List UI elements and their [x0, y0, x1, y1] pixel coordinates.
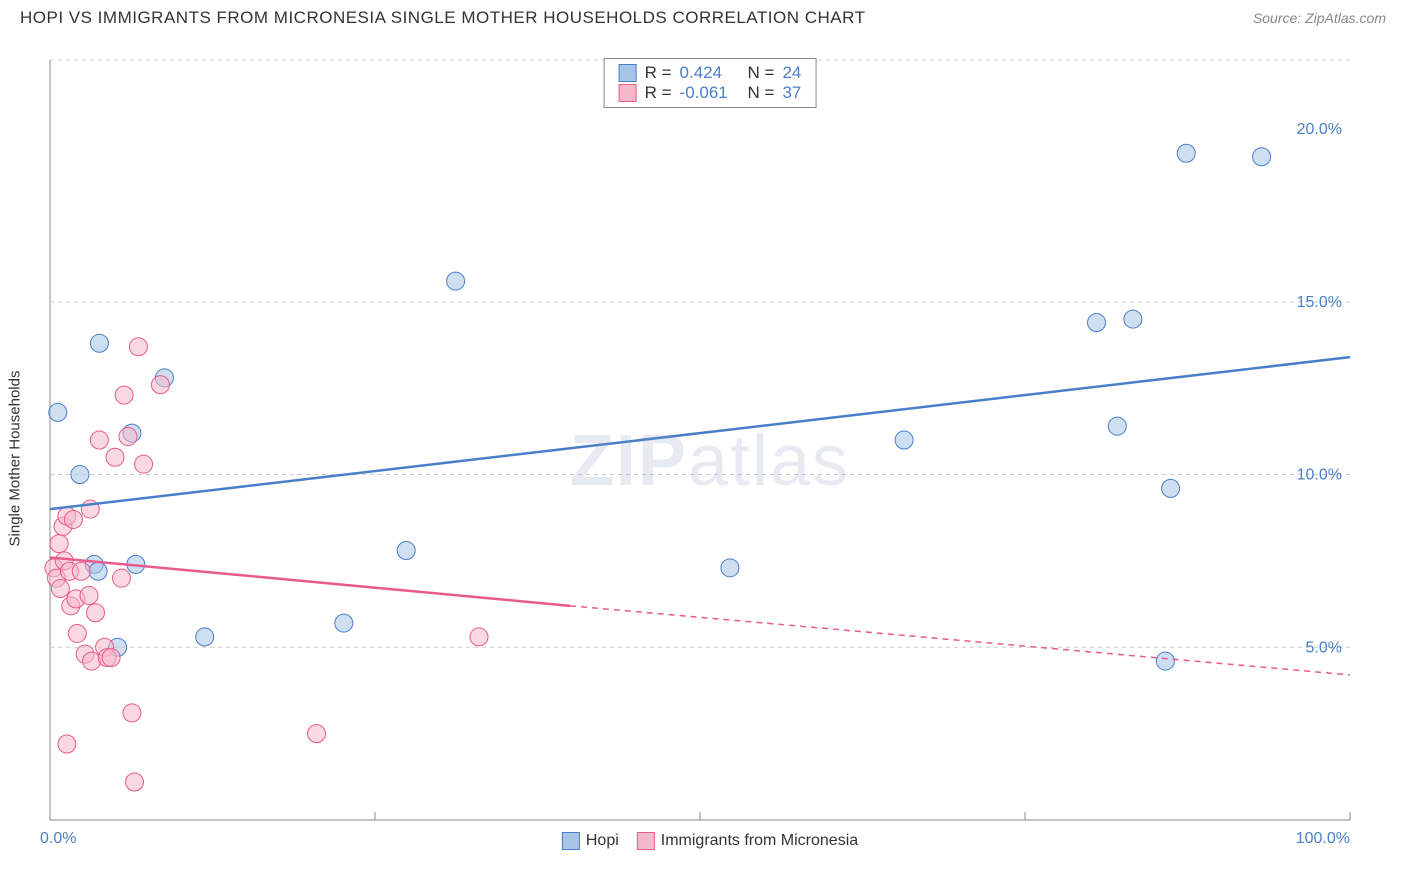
y-tick-label: 15.0% — [1297, 294, 1342, 311]
scatter-point — [113, 569, 131, 587]
scatter-point — [119, 428, 137, 446]
scatter-point — [51, 580, 69, 598]
scatter-point — [1162, 479, 1180, 497]
scatter-point — [106, 448, 124, 466]
scatter-point — [64, 510, 82, 528]
scatter-point — [80, 586, 98, 604]
legend-swatch — [562, 832, 580, 850]
x-axis-max-label: 100.0% — [1296, 830, 1350, 848]
scatter-point — [102, 649, 120, 667]
scatter-point — [126, 773, 144, 791]
scatter-point — [129, 338, 147, 356]
legend-correlation-row: R = -0.061 N = 37 — [619, 83, 802, 103]
scatter-point — [1156, 652, 1174, 670]
scatter-point — [50, 535, 68, 553]
scatter-point — [447, 272, 465, 290]
legend-series-label: Hopi — [586, 832, 619, 850]
legend-n-value: 37 — [782, 83, 801, 103]
legend-series-item: Immigrants from Micronesia — [637, 832, 858, 850]
scatter-chart: 5.0% 10.0% 15.0% 20.0% — [40, 50, 1380, 850]
y-tick-label: 5.0% — [1306, 639, 1342, 656]
scatter-point — [135, 455, 153, 473]
scatter-point — [123, 704, 141, 722]
scatter-point — [71, 466, 89, 484]
scatter-point — [1108, 417, 1126, 435]
trendline-micronesia-dashed — [570, 606, 1350, 675]
legend-r-value: -0.061 — [680, 83, 740, 103]
y-tick-label: 20.0% — [1297, 121, 1342, 138]
scatter-point — [83, 652, 101, 670]
scatter-point — [397, 542, 415, 560]
scatter-point — [1253, 148, 1271, 166]
scatter-point — [335, 614, 353, 632]
scatter-point — [1124, 310, 1142, 328]
legend-correlation-row: R = 0.424 N = 24 — [619, 63, 802, 83]
scatter-point — [87, 604, 105, 622]
legend-swatch — [619, 84, 637, 102]
chart-container: Single Mother Households 5.0%10.0%15.0%2… — [40, 50, 1380, 850]
legend-r-label: R = — [645, 83, 672, 103]
scatter-point — [470, 628, 488, 646]
chart-title: HOPI VS IMMIGRANTS FROM MICRONESIA SINGL… — [20, 8, 865, 28]
scatter-point — [196, 628, 214, 646]
legend-n-value: 24 — [782, 63, 801, 83]
scatter-point — [89, 562, 107, 580]
chart-source: Source: ZipAtlas.com — [1253, 10, 1386, 26]
scatter-point — [90, 431, 108, 449]
legend-series-label: Immigrants from Micronesia — [661, 832, 858, 850]
legend-n-label: N = — [748, 83, 775, 103]
y-tick-label: 10.0% — [1297, 467, 1342, 484]
scatter-point — [895, 431, 913, 449]
legend-series-item: Hopi — [562, 832, 619, 850]
trendline-hopi — [50, 357, 1350, 509]
scatter-point — [58, 735, 76, 753]
scatter-point — [1088, 314, 1106, 332]
legend-n-label: N = — [748, 63, 775, 83]
scatter-point — [721, 559, 739, 577]
legend-r-label: R = — [645, 63, 672, 83]
x-axis-min-label: 0.0% — [40, 830, 76, 848]
legend-swatch — [637, 832, 655, 850]
scatter-point — [68, 624, 86, 642]
chart-header: HOPI VS IMMIGRANTS FROM MICRONESIA SINGL… — [0, 0, 1406, 32]
scatter-point — [90, 334, 108, 352]
legend-r-value: 0.424 — [680, 63, 740, 83]
scatter-point — [49, 403, 67, 421]
legend-series: Hopi Immigrants from Micronesia — [562, 832, 858, 850]
scatter-point — [115, 386, 133, 404]
scatter-point — [308, 725, 326, 743]
legend-swatch — [619, 64, 637, 82]
scatter-point — [1177, 144, 1195, 162]
y-axis-label: Single Mother Households — [7, 371, 24, 547]
scatter-point — [72, 562, 90, 580]
legend-correlation: R = 0.424 N = 24 R = -0.061 N = 37 — [604, 58, 817, 108]
scatter-point — [152, 376, 170, 394]
